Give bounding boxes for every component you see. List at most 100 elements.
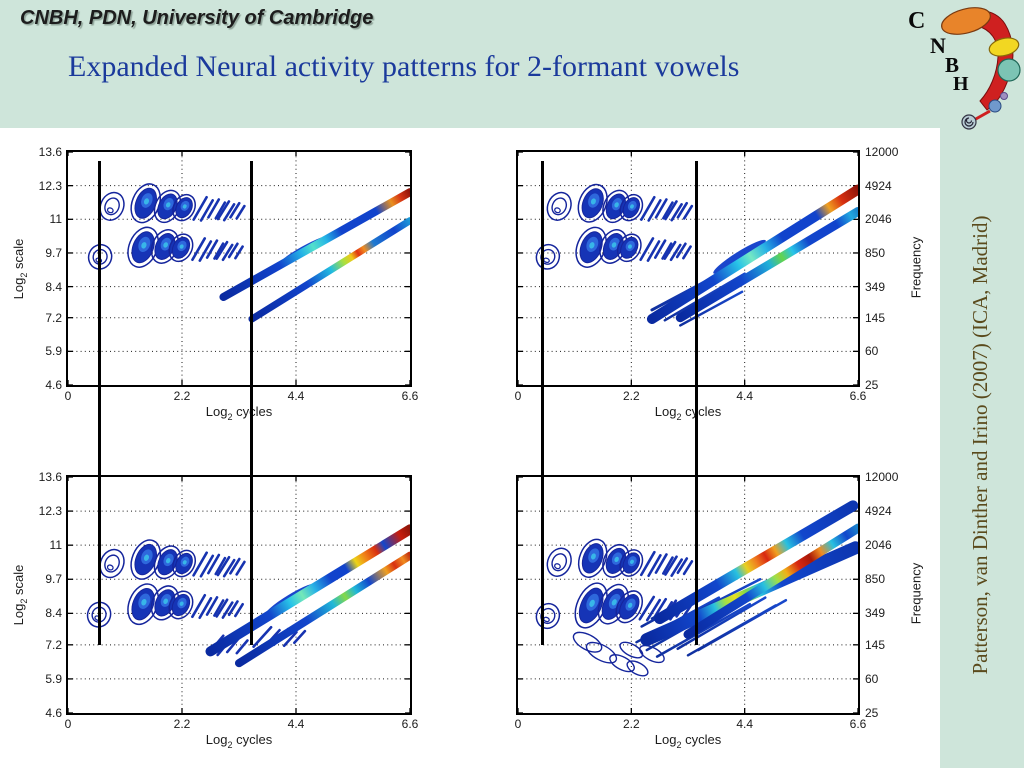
y-tick-label: 11: [49, 212, 62, 227]
axis-label-text: cycles: [681, 732, 722, 747]
x-tick-label: 4.4: [736, 717, 753, 731]
logo-spiral-curl: [964, 117, 974, 127]
axis-label-text: cycles: [681, 404, 722, 419]
x-tick-label: 0: [64, 389, 72, 403]
y-tick-label: 11: [49, 538, 62, 553]
y-tick-label: 145: [865, 310, 886, 325]
y-tick-label: 349: [865, 279, 886, 294]
contour-canvas-top-right: [518, 152, 858, 385]
x-tick-label: 2.2: [173, 717, 191, 731]
y-tick-label: 12000: [865, 145, 899, 159]
y-tick-label: 12000: [865, 470, 899, 484]
contour-plot-top-left: [66, 150, 412, 387]
axis-label-text: scale: [11, 238, 26, 273]
y-tick-label: 145: [865, 637, 886, 652]
affiliation-text: CNBH, PDN, University of Cambridge: [20, 7, 374, 29]
contour-canvas-bottom-right: [518, 477, 858, 713]
y-axis-title: Frequency: [908, 236, 924, 298]
y-tick-label: 850: [865, 245, 886, 260]
x-tick-label: 4.4: [287, 717, 305, 731]
y-tick-label: 8.4: [45, 279, 62, 294]
logo-spiral-shell: [961, 114, 977, 130]
logo-letter-n: N: [930, 33, 946, 58]
contour-plot-bottom-right: [516, 475, 860, 715]
y-tick-label: 60: [865, 671, 879, 686]
y-tick-label: 13.6: [38, 470, 62, 484]
page-title: Expanded Neural activity patterns for 2-…: [68, 50, 740, 83]
y-axis-title: Log2 scale: [11, 199, 29, 339]
x-tick-label: 2.2: [622, 389, 640, 403]
x-axis-title: Log2 cycles: [169, 404, 309, 422]
axis-label-subscript: 2: [676, 740, 682, 750]
axis-label-text: Log: [11, 277, 26, 299]
contour-plot-bottom-left: [66, 475, 412, 715]
y-tick-label: 850: [865, 572, 886, 587]
x-axis-title: Log2 cycles: [618, 732, 758, 750]
cnbh-logo: C N B H: [908, 7, 1021, 130]
y-axis-title: Frequency: [908, 562, 924, 625]
y-tick-label: 7.2: [45, 310, 62, 325]
axis-label-text: Log: [11, 603, 26, 626]
formant-marker-line-right: [541, 161, 545, 645]
x-axis-title: Log2 cycles: [169, 732, 309, 750]
logo-letter-b: B: [945, 53, 959, 77]
logo-teal-circle: [997, 58, 1021, 82]
y-tick-label: 4924: [865, 178, 892, 193]
contour-plot-top-right: [516, 150, 860, 387]
logo-purple-circle: [1000, 92, 1008, 100]
axis-label-text: cycles: [232, 732, 273, 747]
axis-label-text: Log: [654, 732, 677, 747]
x-tick-label: 6.6: [849, 717, 867, 731]
y-tick-label: 60: [865, 344, 879, 359]
formant-marker-line-left: [250, 161, 254, 645]
y-tick-label: 4924: [865, 504, 892, 519]
y-tick-label: 13.6: [38, 145, 62, 159]
x-tick-label: 6.6: [849, 389, 867, 403]
logo-cochlea-tail: [991, 79, 1005, 102]
y-tick-label: 8.4: [45, 606, 62, 621]
logo-yellow-ellipse: [988, 37, 1020, 57]
x-tick-label: 2.2: [622, 717, 640, 731]
contour-canvas-top-left: [68, 152, 410, 385]
x-tick-label: 6.6: [401, 389, 419, 403]
citation-text: Patterson, van Dinther and Irino (2007) …: [968, 215, 992, 675]
contour-canvas-bottom-left: [68, 477, 410, 713]
y-tick-label: 9.7: [45, 572, 62, 587]
y-tick-label: 25: [865, 378, 879, 392]
logo-cochlea-tail2: [973, 109, 991, 122]
x-tick-label: 4.4: [736, 389, 753, 403]
y-tick-label: 25: [865, 706, 879, 720]
y-tick-label: 2046: [865, 538, 892, 553]
y-tick-label: 2046: [865, 212, 892, 227]
axis-label-text: scale: [11, 564, 26, 599]
x-tick-label: 2.2: [173, 389, 191, 403]
axis-label-subscript: 2: [227, 740, 233, 750]
logo-blue-circle: [988, 99, 1002, 113]
formant-marker-line-left: [97, 161, 101, 645]
axis-label-text: Log: [205, 404, 228, 419]
axis-label-text: cycles: [236, 404, 273, 419]
y-tick-label: 4.6: [45, 706, 62, 720]
axis-label-text: Log: [205, 732, 228, 747]
y-tick-label: 349: [865, 606, 886, 621]
x-tick-label: 0: [514, 717, 522, 731]
x-tick-label: 6.6: [401, 717, 419, 731]
x-tick-label: 4.4: [287, 389, 305, 403]
axis-label-subscript: 2: [676, 412, 682, 422]
axis-label-subscript: 2: [19, 598, 29, 604]
axis-label-text: Log: [654, 404, 677, 419]
y-tick-label: 9.7: [45, 245, 62, 260]
y-tick-label: 12.3: [38, 504, 62, 519]
y-tick-label: 5.9: [45, 344, 62, 359]
x-tick-label: 0: [514, 389, 522, 403]
y-axis-title: Log2 scale: [11, 525, 29, 665]
y-tick-label: 12.3: [38, 178, 62, 193]
y-tick-label: 4.6: [45, 378, 62, 392]
x-tick-label: 0: [64, 717, 72, 731]
logo-letter-h: H: [953, 73, 969, 95]
x-axis-title: Log2 cycles: [618, 404, 758, 422]
axis-label-subscript: 2: [227, 412, 233, 422]
logo-letter-c: C: [908, 8, 925, 34]
y-tick-label: 5.9: [45, 671, 62, 686]
logo-orange-ellipse: [941, 7, 991, 35]
